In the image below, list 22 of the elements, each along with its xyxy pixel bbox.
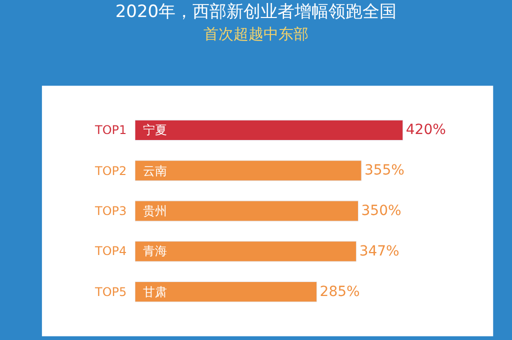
data-label: 355%	[364, 162, 404, 179]
y-tick-label: 宁夏	[143, 123, 167, 137]
y-tick-label: 青海	[143, 244, 167, 258]
text: TOP5	[94, 285, 127, 299]
bar	[135, 200, 358, 222]
bar	[135, 281, 318, 302]
bar	[135, 120, 404, 141]
data-label: 347%	[359, 243, 400, 260]
data-label: 285%	[320, 284, 360, 300]
y-tick-label: 甘肃	[143, 285, 167, 299]
chart-title: 2020年，西部新创业者增幅领跑全国	[115, 2, 397, 22]
data-label: 420%	[406, 122, 446, 138]
text: TOP4	[94, 244, 127, 258]
data-label: 350%	[361, 203, 402, 219]
y-tick-label: 贵州	[143, 204, 167, 218]
text: TOP1	[94, 123, 127, 137]
bar	[135, 160, 362, 181]
chart-subtitle: 首次超越中东部	[204, 25, 308, 44]
text: TOP3	[94, 204, 127, 218]
bar	[135, 241, 357, 262]
text: TOP2	[94, 164, 127, 178]
y-tick-label: 云南	[143, 164, 167, 178]
